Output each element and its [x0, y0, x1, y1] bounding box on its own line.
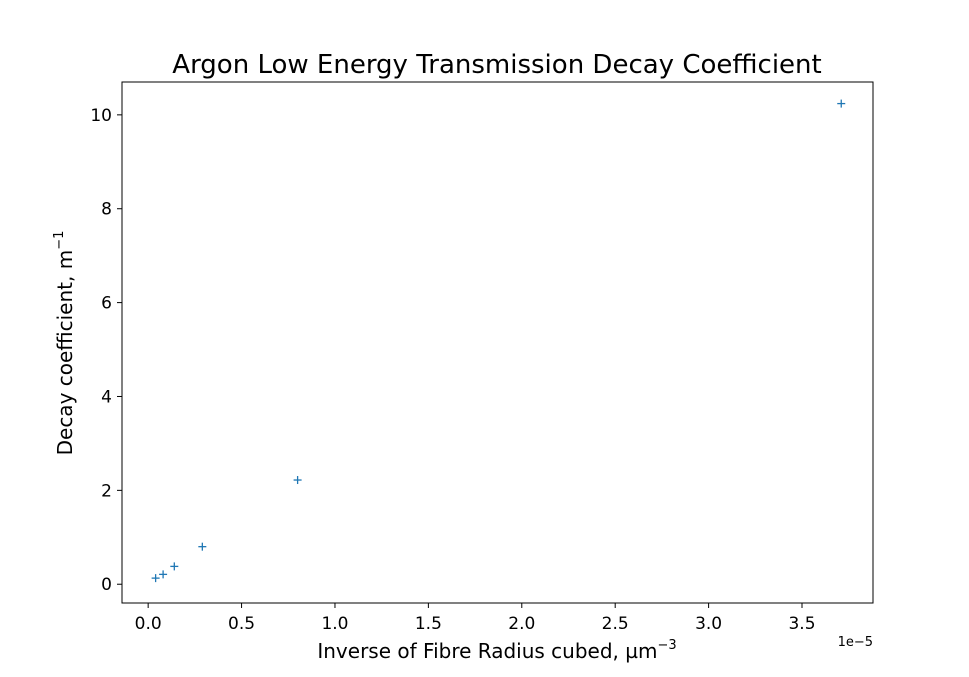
plot-area: 0.0 0.5 1.0 1.5 2.0 2.5 3.0 3.5 0 2 4 6 8 10: [90, 81, 874, 634]
y-axis-label-exponent: −1: [52, 231, 67, 250]
x-axis-label: Inverse of Fibre Radius cubed, µm−3: [317, 638, 676, 663]
x-tick-label: 2.5: [602, 614, 629, 634]
data-point: [198, 542, 207, 551]
y-axis-label: Decay coefficient, m−1: [52, 231, 77, 456]
x-axis-label-exponent: −3: [657, 638, 676, 653]
x-tick-label: 0.0: [135, 614, 162, 634]
y-tick-label: 8: [101, 200, 112, 220]
x-axis-label-text: Inverse of Fibre Radius cubed, µm: [317, 639, 657, 663]
x-axis-offset-label: 1e−5: [838, 635, 873, 650]
y-axis-label-text: Decay coefficient, m: [53, 250, 77, 456]
plot-frame: [121, 81, 874, 604]
y-tick-label: 6: [101, 294, 112, 314]
y-tick-label: 0: [101, 575, 112, 595]
chart-title: Argon Low Energy Transmission Decay Coef…: [172, 50, 821, 80]
x-tick-label: 3.5: [788, 614, 815, 634]
x-tick-label: 3.0: [695, 614, 722, 634]
x-tick-label: 1.0: [321, 614, 348, 634]
x-tick-label: 0.5: [228, 614, 255, 634]
y-tick-label: 2: [101, 481, 112, 501]
y-tick-label: 10: [90, 106, 112, 126]
data-point: [293, 476, 302, 485]
x-tick-label: 1.5: [415, 614, 442, 634]
data-point: [837, 99, 846, 108]
y-tick-label: 4: [101, 387, 112, 407]
data-point: [159, 570, 168, 579]
data-point: [151, 574, 160, 583]
x-tick-label: 2.0: [508, 614, 535, 634]
data-point: [170, 562, 179, 571]
